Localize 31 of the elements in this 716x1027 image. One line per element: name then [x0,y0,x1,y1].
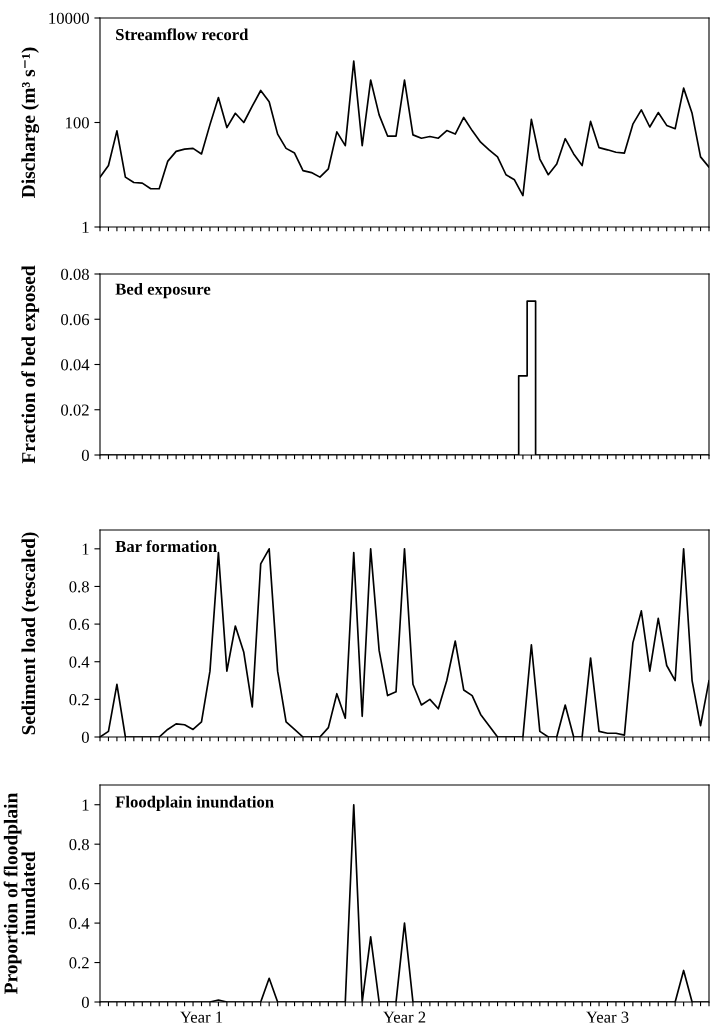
y-tick-label: 1 [82,543,89,555]
chart-title: Streamflow record [116,28,249,41]
y-tick-label: 0.4 [69,917,90,930]
x-tick-label: Year 1 [180,1011,223,1023]
chart-title: Bed exposure [115,283,211,299]
y-tick-label: 1 [82,799,89,811]
y-tick-label: 1 [82,221,89,233]
y-tick-label: 0.02 [61,404,89,416]
y-tick-label: 0.04 [61,359,90,371]
y-tick-label: 0.2 [69,694,89,706]
y-tick-label: 0.6 [69,878,90,890]
x-tick-label: Year 2 [383,1011,426,1023]
y-tick-label: 0.8 [69,838,89,851]
y-tick-label: 0.06 [61,313,90,326]
y-tick-label: 0 [81,449,89,461]
y-tick-label: 10000 [49,12,89,24]
y-tick-label: 0 [81,996,89,1008]
y-tick-label: 0.2 [69,957,89,969]
y-tick-label: 0.4 [69,656,90,668]
x-tick-label: Year 3 [586,1011,629,1023]
y-tick-label: 0 [81,731,89,743]
y-axis-title: Sediment load (rescaled) [21,532,40,735]
y-tick-label: 100 [66,117,89,129]
y-tick-label: 0.6 [69,618,90,631]
y-tick-label: 0.8 [69,581,89,593]
chart-title: Bar formation [115,540,217,553]
y-axis-title: Discharge (m³ s⁻¹) [21,47,40,198]
y-axis-title: Fraction of bed exposed [21,265,40,464]
y-tick-label: 0.08 [61,268,89,281]
text: Floodplain inundation [115,795,274,811]
y-axis-title: Proportion of floodplain inundated [3,792,36,994]
